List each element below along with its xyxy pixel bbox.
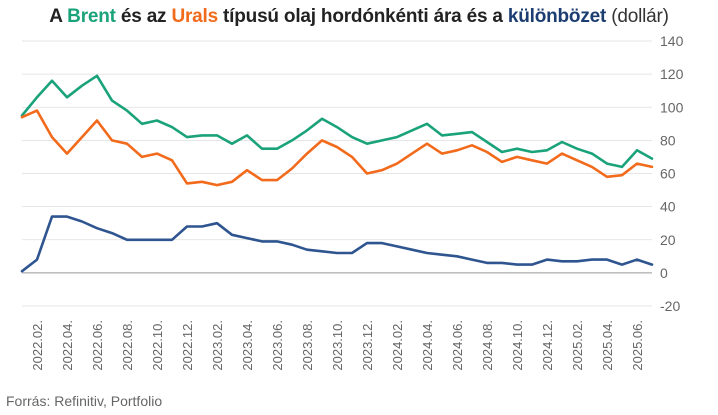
x-tick-label: 2025.04. [600, 320, 615, 371]
x-tick-label: 2024.04. [420, 320, 435, 371]
y-tick-label: 140 [660, 33, 684, 49]
y-tick-label: 20 [660, 232, 676, 248]
title-mid1: és az [115, 6, 172, 27]
x-tick-label: 2024.06. [450, 320, 465, 371]
title-unit: (dollár) [606, 6, 669, 27]
x-tick-label: 2024.10. [510, 320, 525, 371]
y-tick-label: 60 [660, 166, 676, 182]
y-tick-label: -20 [660, 298, 680, 314]
x-tick-label: 2022.10. [150, 320, 165, 371]
x-tick-label: 2023.10. [330, 320, 345, 371]
x-tick-label: 2022.02. [30, 320, 45, 371]
title-diff: különbözet [507, 6, 607, 27]
x-tick-label: 2023.06. [270, 320, 285, 371]
source-note: Forrás: Refinitiv, Portfolio [6, 393, 163, 409]
title-prefix: A [49, 6, 68, 27]
x-tick-label: 2023.04. [240, 320, 255, 371]
x-tick-label: 2025.02. [570, 320, 585, 371]
series-line-difference [20, 215, 654, 273]
x-tick-label: 2023.08. [300, 320, 315, 371]
y-tick-label: 100 [660, 99, 684, 115]
series-line-urals [20, 109, 654, 187]
y-tick-label: 40 [660, 199, 676, 215]
x-tick-label: 2025.06. [630, 320, 645, 371]
x-tick-label: 2024.08. [480, 320, 495, 371]
y-tick-label: 120 [660, 66, 684, 82]
y-tick-label: 0 [660, 265, 668, 281]
x-tick-label: 2022.06. [90, 320, 105, 371]
chart-title: A Brent és az Urals típusú olaj hordónké… [0, 6, 718, 28]
title-urals: Urals [171, 6, 218, 27]
x-tick-label: 2022.04. [60, 320, 75, 371]
x-tick-label: 2024.02. [390, 320, 405, 371]
y-tick-label: 80 [660, 132, 676, 148]
x-tick-label: 2023.12. [360, 320, 375, 371]
series-line-brent [20, 74, 654, 169]
x-tick-label: 2024.12. [540, 320, 555, 371]
x-tick-label: 2023.02. [210, 320, 225, 371]
x-tick-label: 2022.12. [180, 320, 195, 371]
title-mid2: típusú olaj hordónkénti ára és a [217, 6, 508, 27]
title-brent: Brent [67, 6, 116, 27]
x-tick-label: 2022.08. [120, 320, 135, 371]
